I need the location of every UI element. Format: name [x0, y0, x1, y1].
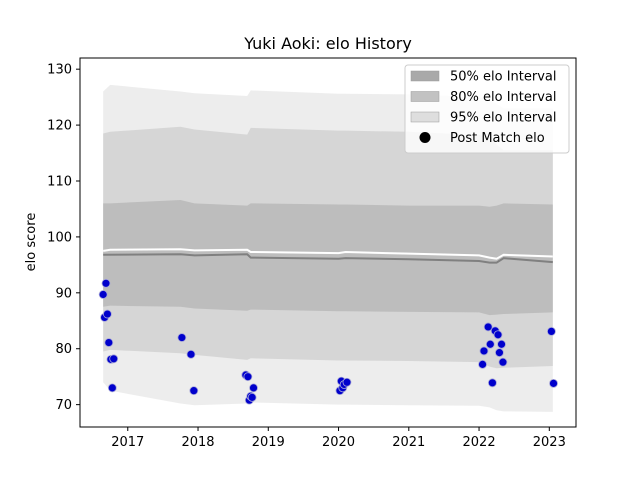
legend-box	[404, 64, 570, 154]
line-median	[103, 253, 553, 264]
post-match-point	[101, 278, 111, 288]
legend-label: Post Match elo	[450, 131, 545, 146]
post-match-point	[495, 348, 504, 358]
interval-bands	[103, 84, 553, 412]
y-axis: 70 80 90 100 110 120 130	[47, 63, 80, 413]
post-match-point	[189, 386, 199, 396]
plot-frame	[79, 57, 577, 428]
x-tick-label: 2019	[252, 435, 285, 450]
y-tick-label: 120	[47, 119, 72, 134]
post-match-point	[243, 372, 253, 382]
post-match-point	[549, 378, 558, 388]
y-tick-label: 80	[55, 342, 72, 357]
post-match-point	[478, 359, 487, 369]
x-tick-label: 2021	[392, 435, 425, 450]
legend-label: 50% elo Interval	[450, 70, 557, 85]
chart-title: Yuki Aoki: elo History	[243, 34, 412, 53]
post-match-point	[485, 339, 495, 349]
legend-label: 95% elo Interval	[450, 111, 557, 126]
y-tick-label: 130	[47, 63, 72, 78]
post-match-point	[98, 290, 108, 299]
x-tick-label: 2017	[111, 435, 144, 450]
post-match-points	[98, 278, 558, 405]
post-match-point	[498, 357, 508, 367]
x-tick-label: 2022	[463, 435, 496, 450]
legend-label: 80% elo Interval	[450, 90, 557, 105]
legend-swatch	[410, 70, 440, 82]
legend-swatch	[410, 111, 440, 123]
legend-marker	[419, 132, 431, 143]
legend-swatch	[410, 91, 440, 102]
x-axis: 2017 2018 2019 2020 2021 2022 2023	[111, 427, 566, 450]
post-match-point	[249, 383, 258, 393]
post-match-point	[109, 354, 119, 364]
y-tick-label: 100	[47, 230, 72, 245]
y-tick-label: 90	[55, 286, 72, 301]
post-match-point	[247, 392, 257, 402]
post-match-point	[342, 377, 352, 387]
post-match-point	[177, 333, 187, 342]
post-match-point	[493, 330, 503, 340]
legend: 50% elo Interval 80% elo Interval 95% elo …	[404, 64, 570, 154]
y-tick-label: 110	[47, 175, 72, 190]
post-match-point	[479, 346, 489, 356]
x-tick-label: 2018	[181, 435, 214, 450]
post-match-point	[487, 378, 497, 388]
x-tick-label: 2023	[533, 435, 566, 450]
post-match-point	[497, 339, 506, 349]
post-match-point	[483, 322, 493, 332]
line-mean	[103, 248, 553, 260]
y-tick-label: 70	[55, 398, 72, 413]
post-match-point	[107, 383, 117, 393]
center-lines	[103, 248, 553, 264]
post-match-point	[104, 338, 114, 347]
plot-area	[98, 84, 558, 412]
x-tick-label: 2020	[322, 435, 355, 450]
post-match-point	[186, 349, 196, 359]
post-match-point	[103, 309, 112, 319]
y-axis-label: elo score	[24, 213, 39, 272]
post-match-point	[547, 326, 556, 336]
